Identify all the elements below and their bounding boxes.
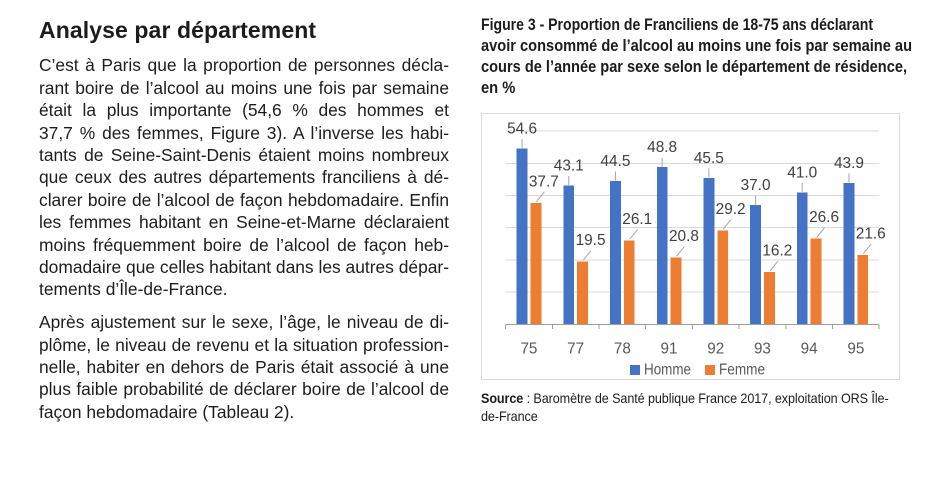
bar-homme-94 <box>796 192 808 325</box>
paragraph-line: domadaire que celles habitant dans les a… <box>39 257 449 278</box>
paragraph-line: les femmes habitant en Seine-et-Marne dé… <box>39 212 449 233</box>
value-label-homme: 48.8 <box>647 139 677 156</box>
paragraph-line: nelle, habiter en dehors de Paris était … <box>39 357 449 378</box>
value-label-homme: 45.5 <box>694 150 724 167</box>
source-line: Source : Baromètre de Santé publique Fra… <box>481 390 889 406</box>
figure3-chart: 54.6 37.7 75 43.1 19.5 77 44.5 26.1 78 48.8 20.8 91… <box>481 113 900 380</box>
value-label-homme: 43.1 <box>554 158 584 175</box>
source-note: Source : Baromètre de Santé publique Fra… <box>481 389 948 426</box>
legend-femme-swatch <box>705 365 715 375</box>
paragraph-2: Après ajustement sur le sexe, l’âge, le … <box>39 311 449 423</box>
bar-homme-75 <box>516 148 528 325</box>
figure-caption-row: Figure 3 - Proportion de Franciliens de … <box>481 15 948 36</box>
figure-caption-row: en % <box>481 78 948 99</box>
bar-homme-92 <box>703 177 715 325</box>
leader-line <box>862 243 872 254</box>
x-tick-label: 95 <box>847 341 864 358</box>
figure-caption-line: cours de l’année par sexe selon le dépar… <box>481 57 908 76</box>
value-label-homme: 37.0 <box>741 177 771 194</box>
paragraph-line: tements d’Île-de-France. <box>39 279 228 300</box>
article-body: C’est à Paris que la proportion de perso… <box>39 54 449 433</box>
value-label-homme: 43.9 <box>834 155 864 172</box>
bar-homme-91 <box>656 167 668 325</box>
figure-caption-line: en % <box>481 79 516 98</box>
leader-line <box>536 191 545 203</box>
paragraph-line: rant boire de l’alcool au moins une fois… <box>39 77 449 98</box>
leader-line <box>816 227 825 238</box>
paragraph-1: C’est à Paris que la proportion de perso… <box>39 54 449 300</box>
legend-homme-label: Homme <box>644 362 691 379</box>
bar-chart: 54.6 37.7 75 43.1 19.5 77 44.5 26.1 78 48.8 20.8 91… <box>481 113 900 380</box>
paragraph-line: était la plus importante (54,6 % des hom… <box>39 100 449 121</box>
bar-homme-78 <box>610 181 621 325</box>
x-tick-label: 94 <box>801 341 818 358</box>
value-label-femme: 26.1 <box>622 211 652 228</box>
article-title: Analyse par département <box>39 16 317 43</box>
figure-caption-line: avoir consommé de l’alcool au moins une … <box>481 36 913 55</box>
figure-caption-line: Figure 3 - Proportion de Franciliens de … <box>481 15 874 34</box>
leader-line <box>769 261 779 272</box>
chart-border <box>481 113 900 380</box>
paragraph-line: clarer boire de l’alcool de façon hebdom… <box>39 189 449 210</box>
value-label-femme: 37.7 <box>529 173 559 190</box>
figure-caption-row: avoir consommé de l’alcool au moins une … <box>481 36 948 57</box>
leader-line <box>582 250 592 261</box>
paragraph-line: que ceux des autres départements francil… <box>39 167 449 188</box>
source-line: de-France <box>481 408 538 425</box>
value-label-homme: 41.0 <box>787 164 817 181</box>
figure-caption: Figure 3 - Proportion de Franciliens de … <box>481 15 948 100</box>
x-tick-label: 75 <box>520 341 537 358</box>
bar-femme-92 <box>717 230 729 325</box>
bar-femme-77 <box>577 261 588 325</box>
value-label-femme: 16.2 <box>762 243 792 260</box>
figure-caption-row: cours de l’année par sexe selon le dépar… <box>481 57 948 78</box>
x-tick-label: 77 <box>567 341 584 358</box>
bar-femme-93 <box>763 272 775 325</box>
bar-femme-95 <box>857 254 869 325</box>
bar-femme-94 <box>810 238 822 325</box>
paragraph-line: Après ajustement sur le sexe, l’âge, le … <box>39 312 449 333</box>
value-label-femme: 20.8 <box>669 228 699 245</box>
x-tick-label: 78 <box>614 341 631 358</box>
paragraph-line: moins fréquemment boire de l’alcool de f… <box>39 234 449 255</box>
bar-homme-93 <box>750 205 761 325</box>
leader-line <box>722 219 732 230</box>
value-label-femme: 26.6 <box>809 209 839 226</box>
bar-homme-95 <box>843 182 855 325</box>
paragraph-line: 37,7 % des femmes, Figure 3). A l’invers… <box>39 122 449 143</box>
legend-femme-label: Femme <box>719 362 765 379</box>
x-tick-label: 92 <box>707 341 724 358</box>
paragraph-line: tants de Seine-Saint-Denis étaient moins… <box>39 145 449 166</box>
value-label-homme: 54.6 <box>507 120 537 137</box>
paragraph-line: C’est à Paris que la proportion de perso… <box>39 55 449 76</box>
value-label-femme: 19.5 <box>576 232 606 249</box>
bar-homme-77 <box>563 185 575 325</box>
x-tick-label: 93 <box>754 341 771 358</box>
bar-femme-75 <box>530 202 542 325</box>
legend-homme-swatch <box>630 365 640 375</box>
value-label-femme: 29.2 <box>716 201 746 218</box>
paragraph-line: plus faible probabilité de déclarer boir… <box>39 379 449 400</box>
value-label-homme: 44.5 <box>600 153 630 170</box>
source-label: Source <box>481 390 524 406</box>
leader-line <box>676 246 685 257</box>
leader-line <box>629 229 639 240</box>
x-tick-label: 91 <box>661 341 678 358</box>
paragraph-line: façon hebdomadaire (Tableau 2). <box>39 401 295 422</box>
paragraph-line: plôme, le niveau de revenu et la situati… <box>39 334 449 355</box>
value-label-femme: 21.6 <box>856 225 886 242</box>
bar-femme-78 <box>623 240 635 325</box>
bar-femme-91 <box>670 257 682 325</box>
